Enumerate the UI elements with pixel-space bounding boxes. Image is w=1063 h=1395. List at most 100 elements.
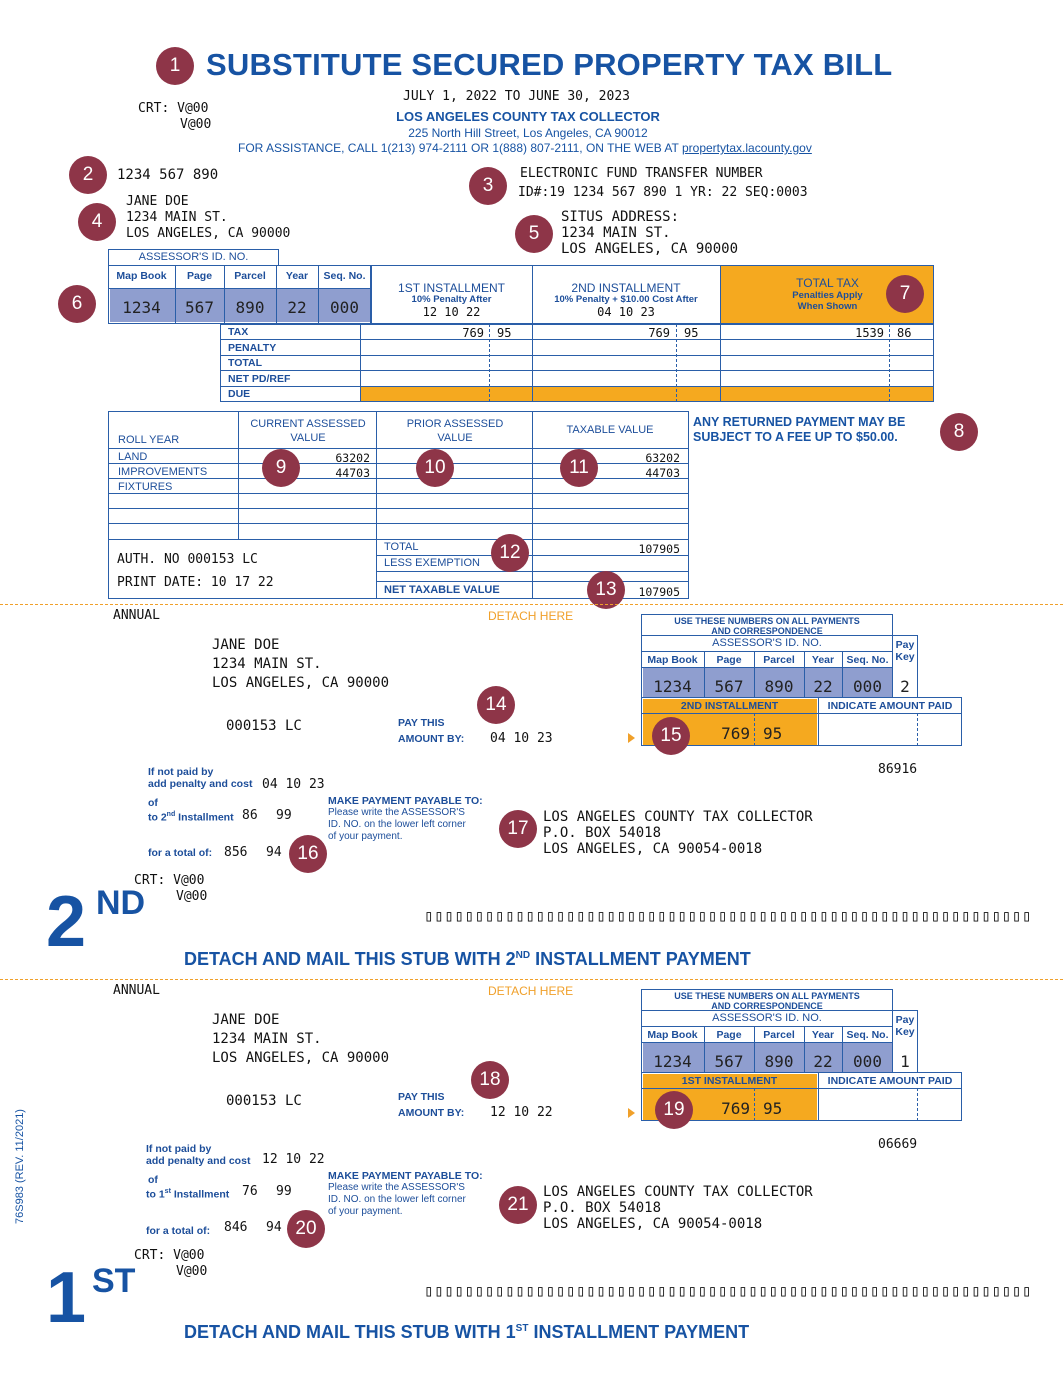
stub2-address: JANE DOE 1234 MAIN ST. LOS ANGELES, CA 9… bbox=[212, 636, 389, 693]
assistance-text: FOR ASSISTANCE, CALL 1(213) 974-2111 OR … bbox=[238, 141, 679, 155]
row-fixtures: FIXTURES bbox=[118, 481, 173, 493]
stub1-amount-paid-field[interactable] bbox=[817, 1088, 918, 1121]
callout-badge-17: 17 bbox=[499, 810, 537, 848]
stub2-pay-this: PAY THIS AMOUNT BY: bbox=[398, 715, 464, 747]
stub2-val-seq: 000 bbox=[853, 677, 882, 696]
stub2-to-inst: to 2nd Installment bbox=[148, 809, 234, 824]
stub2-for-total: for a total of: bbox=[148, 847, 213, 859]
stub1-barcode: ▯▯▯▯▯▯▯▯▯▯▯▯▯▯▯▯▯▯▯▯▯▯▯▯▯▯▯▯▯▯▯▯▯▯▯▯▯▯▯▯… bbox=[424, 1281, 1032, 1300]
stub1-annual: ANNUAL bbox=[113, 983, 160, 998]
stub2-of: of bbox=[148, 797, 158, 809]
total-tax-note2: When Shown bbox=[797, 301, 858, 312]
detach-line-2 bbox=[0, 979, 1063, 980]
stub2-hdr-year: Year bbox=[811, 654, 835, 666]
situs-street: 1234 MAIN ST. bbox=[561, 225, 671, 241]
eft-value: ID#:19 1234 567 890 1 YR: 22 SEQ:0003 bbox=[518, 185, 808, 200]
second-inst-date: 04 10 23 bbox=[597, 305, 655, 319]
owner-street: 1234 MAIN ST. bbox=[126, 210, 228, 225]
second-inst-note: 10% Penalty + $10.00 Cost After bbox=[554, 294, 698, 305]
callout-badge-10: 10 bbox=[416, 449, 454, 487]
stub2-amount-paid-field[interactable] bbox=[817, 713, 918, 746]
stub1-name: JANE DOE bbox=[212, 1012, 280, 1028]
installment-header-box bbox=[371, 265, 934, 324]
stub1-big-suffix: ST bbox=[92, 1262, 136, 1300]
stub1-val-map-book: 1234 bbox=[653, 1052, 692, 1071]
auth-number: AUTH. NO 000153 LC bbox=[117, 552, 258, 567]
stub1-payment-box bbox=[641, 1072, 962, 1121]
val-map-book: 1234 bbox=[122, 298, 161, 317]
stub1-indicate-amount: INDICATE AMOUNT PAID bbox=[827, 1075, 953, 1087]
first-inst-note: 10% Penalty After bbox=[411, 294, 492, 305]
stub1-total-dollars: 846 bbox=[224, 1220, 248, 1235]
stub1-if-not-paid-2: add penalty and cost bbox=[146, 1155, 251, 1167]
impr-current: 44703 bbox=[335, 466, 370, 480]
stub1-hdr-page: Page bbox=[716, 1029, 742, 1041]
stub1-pay-key-label-1: Pay bbox=[895, 1014, 915, 1026]
val-page: 567 bbox=[185, 298, 214, 317]
callout-badge-7: 7 bbox=[886, 275, 924, 313]
row-total-label: TOTAL bbox=[228, 357, 263, 369]
stub1-use-numbers: USE THESE NUMBERS ON ALL PAYMENTS AND CO… bbox=[641, 989, 893, 1011]
stub1-payable-note-3: of your payment. bbox=[328, 1206, 403, 1217]
stub2-detach-pre: DETACH AND MAIL THIS STUB WITH 2 bbox=[184, 949, 516, 969]
stub2-penalty-cents: 99 bbox=[276, 808, 292, 823]
stub1-val-parcel: 890 bbox=[764, 1052, 794, 1071]
stub2-ref: 86916 bbox=[878, 762, 918, 777]
stub1-penalty-cents: 99 bbox=[276, 1184, 292, 1199]
stub1-amount-by-label: AMOUNT BY: bbox=[398, 1107, 465, 1119]
col-current-assessed: CURRENT ASSESSED VALUE bbox=[250, 418, 366, 444]
stub2-hdr-map-book: Map Book bbox=[647, 654, 698, 666]
row-land: LAND bbox=[118, 451, 148, 463]
tax-second-dollars: 769 bbox=[648, 326, 670, 340]
stub2-hdr-seq: Seq. No. bbox=[846, 654, 889, 666]
assistance-line: FOR ASSISTANCE, CALL 1(213) 974-2111 OR … bbox=[238, 141, 812, 156]
stub2-detach-sup: ND bbox=[515, 950, 531, 961]
col-prior-assessed: PRIOR ASSESSED VALUE bbox=[406, 418, 504, 444]
val-parcel: 890 bbox=[235, 298, 265, 317]
assessor-id-fill bbox=[110, 289, 370, 322]
val-seq: 000 bbox=[330, 298, 359, 317]
tax-period: JULY 1, 2022 TO JUNE 30, 2023 bbox=[403, 89, 630, 104]
stub1-pay-this: PAY THIS AMOUNT BY: bbox=[398, 1089, 464, 1121]
callout-badge-14: 14 bbox=[477, 686, 515, 724]
stub2-detach-instructions: DETACH AND MAIL THIS STUB WITH 2ND INSTA… bbox=[184, 949, 751, 970]
land-taxable: 63202 bbox=[645, 451, 680, 465]
callout-badge-11: 11 bbox=[560, 449, 598, 487]
stub1-if-not-paid: If not paid by add penalty and cost bbox=[146, 1143, 250, 1167]
callout-badge-18: 18 bbox=[471, 1061, 509, 1099]
agency-address: 225 North Hill Street, Los Angeles, CA 9… bbox=[408, 126, 648, 140]
net-taxable-label: NET TAXABLE VALUE bbox=[384, 584, 500, 596]
website-link[interactable]: propertytax.lacounty.gov bbox=[681, 141, 812, 155]
stub1-payee: LOS ANGELES COUNTY TAX COLLECTOR P.O. BO… bbox=[543, 1184, 813, 1232]
land-current: 63202 bbox=[335, 451, 370, 465]
stub1-if-not-paid-1: If not paid by bbox=[146, 1143, 212, 1155]
hdr-map-book: Map Book bbox=[116, 270, 167, 282]
stub2-detach-post: INSTALLMENT PAYMENT bbox=[530, 949, 751, 969]
stub1-id-fill bbox=[643, 1043, 892, 1072]
stub2-pay-key-label: Pay Key bbox=[892, 639, 918, 663]
stub2-hdr-page: Page bbox=[716, 654, 742, 666]
stub2-val-year: 22 bbox=[813, 677, 833, 696]
stub1-big-number: 1 bbox=[46, 1258, 87, 1338]
stub2-payee: LOS ANGELES COUNTY TAX COLLECTOR P.O. BO… bbox=[543, 809, 813, 857]
stub1-hdr-map-book: Map Book bbox=[647, 1029, 698, 1041]
stub1-installment-label: 1ST INSTALLMENT bbox=[681, 1075, 778, 1087]
situs-city: LOS ANGELES, CA 90000 bbox=[561, 241, 739, 257]
stub1-to-inst-post: Installment bbox=[170, 1188, 230, 1201]
stub2-amount-cents: 95 bbox=[763, 724, 783, 743]
stub1-use-numbers-1: USE THESE NUMBERS ON ALL PAYMENTS bbox=[674, 991, 860, 1001]
bill-title: SUBSTITUTE SECURED PROPERTY TAX BILL bbox=[206, 47, 893, 82]
stub1-address: JANE DOE 1234 MAIN ST. LOS ANGELES, CA 9… bbox=[212, 1011, 389, 1068]
callout-badge-6: 6 bbox=[58, 285, 96, 323]
situs-label: SITUS ADDRESS: bbox=[561, 209, 680, 225]
first-inst-title: 1ST INSTALLMENT bbox=[398, 281, 505, 295]
print-date: PRINT DATE: 10 17 22 bbox=[117, 575, 274, 590]
stub2-pay-this-label: PAY THIS bbox=[398, 717, 445, 729]
row-due-label: DUE bbox=[228, 388, 251, 400]
net-taxable-value: 107905 bbox=[638, 585, 680, 599]
owner-address: JANE DOE 1234 MAIN ST. LOS ANGELES, CA 9… bbox=[126, 194, 290, 242]
stub1-payable-title: MAKE PAYMENT PAYABLE TO: bbox=[328, 1170, 483, 1182]
stub2-payable-note-3: of your payment. bbox=[328, 831, 403, 842]
val-year: 22 bbox=[287, 298, 307, 317]
stub1-penalty-dollars: 76 bbox=[242, 1184, 258, 1199]
